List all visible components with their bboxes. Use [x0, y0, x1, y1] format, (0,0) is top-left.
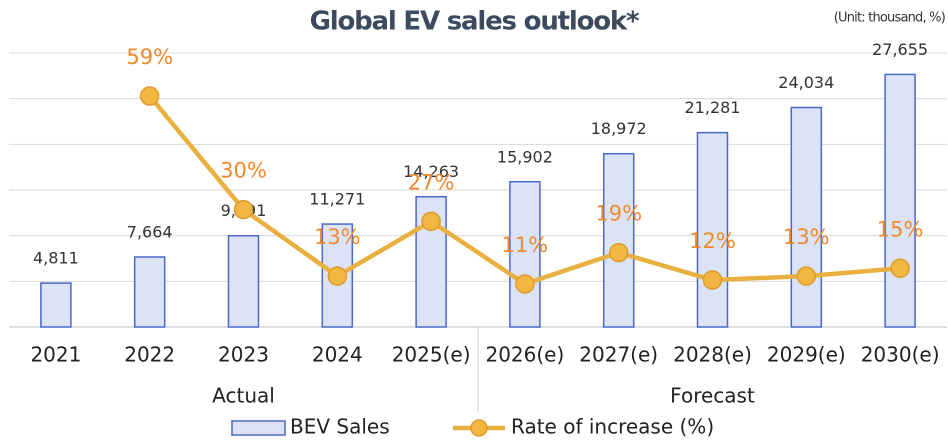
x-tick-label: 2025(e) — [392, 343, 471, 367]
bar — [884, 73, 916, 328]
rate-marker — [421, 211, 441, 232]
legend-label: Rate of increase (%) — [511, 415, 714, 439]
rate-value-label: 11% — [502, 233, 549, 257]
bar — [227, 234, 260, 328]
bar — [696, 131, 729, 328]
x-tick-label: 2027(e) — [579, 343, 658, 367]
bar — [133, 256, 166, 328]
rate-marker — [702, 270, 723, 290]
bar — [509, 181, 541, 328]
bar-value-label: 24,034 — [778, 73, 834, 92]
bar-value-label: 11,271 — [309, 190, 365, 209]
bar — [40, 282, 72, 328]
x-tick-label: 2021 — [30, 343, 81, 367]
x-tick-label: 2022 — [124, 343, 175, 367]
rate-value-label: 59% — [126, 45, 173, 69]
rate-marker — [515, 274, 535, 294]
bar-value-label: 14,263 — [403, 162, 459, 181]
rate-value-label: 13% — [314, 225, 361, 249]
x-tick-label: 2029(e) — [767, 343, 846, 367]
bar — [415, 195, 447, 328]
rate-value-label: 15% — [877, 217, 924, 241]
x-tick-label: 2028(e) — [673, 343, 752, 367]
rate-value-label: 13% — [783, 225, 830, 249]
x-tick-label: 2026(e) — [485, 343, 564, 367]
bar — [602, 152, 635, 328]
rate-marker — [327, 266, 348, 286]
group-label: Actual — [212, 384, 275, 408]
bar-value-label: 7,664 — [127, 223, 173, 242]
rate-marker — [796, 266, 817, 286]
bar — [790, 106, 823, 328]
rate-value-label: 19% — [595, 202, 642, 226]
chart-title: Global EV sales outlook* — [310, 7, 640, 37]
rate-marker — [608, 242, 629, 263]
x-tick-label: 2030(e) — [861, 343, 940, 367]
bar-value-label: 15,902 — [497, 147, 553, 166]
legend-label: BEV Sales — [290, 415, 390, 439]
bar-value-label: 27,655 — [872, 40, 928, 59]
rate-value-label: 30% — [220, 159, 267, 183]
rate-marker — [233, 199, 254, 220]
x-tick-label: 2024 — [312, 343, 363, 367]
x-tick-label: 2023 — [218, 343, 269, 367]
bar-value-label: 18,972 — [591, 119, 647, 138]
rate-marker — [139, 86, 160, 106]
rate-value-label: 27% — [408, 170, 455, 194]
rate-value-label: 12% — [689, 229, 736, 253]
legend-swatch — [231, 420, 286, 436]
rate-marker — [890, 258, 910, 279]
bar-value-label: 21,281 — [685, 98, 741, 117]
legend-marker — [470, 419, 488, 437]
bar-value-label: 4,811 — [33, 249, 79, 268]
group-label: Forecast — [670, 384, 755, 408]
unit-note: (Unit: thousand, %) — [834, 11, 945, 26]
